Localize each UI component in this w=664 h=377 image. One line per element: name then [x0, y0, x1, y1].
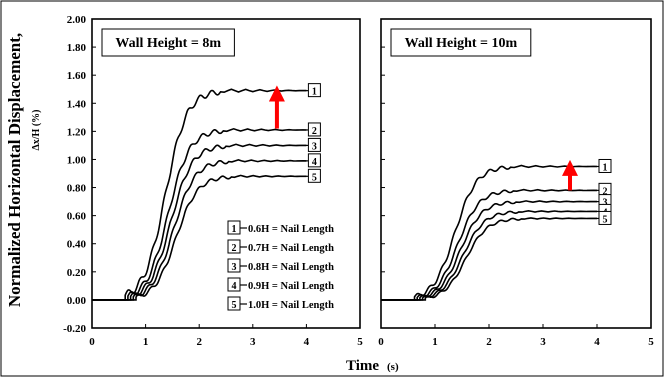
panel-title-box: Wall Height = 8m	[101, 28, 235, 57]
y-tick-label: 1.00	[67, 154, 87, 166]
y-tick-label: 0.80	[67, 183, 87, 195]
legend-number: 2	[232, 243, 237, 254]
series-line-1	[92, 88, 307, 301]
x-tick-label: 5	[357, 336, 363, 348]
series-end-number: 3	[603, 198, 608, 209]
panel-title-box: Wall Height = 10m	[390, 28, 532, 57]
plot-frame	[91, 18, 361, 329]
series-end-label-2: 2	[296, 122, 321, 137]
series-line-5	[92, 174, 307, 301]
x-axis-title: Time	[346, 358, 379, 374]
x-tick-label: 3	[540, 336, 546, 348]
series-end-number: 1	[603, 162, 608, 173]
x-tick-label: 1	[432, 336, 438, 348]
legend-text: 0.7H = Nail Length	[248, 243, 334, 254]
series-end-label-1: 1	[587, 158, 612, 173]
legend-number: 4	[232, 281, 237, 292]
y-axis-unit: Δx/H (%)	[31, 110, 42, 151]
legend-number: 3	[232, 262, 237, 273]
y-tick-label: 1.80	[67, 42, 87, 54]
series-line-3	[381, 200, 597, 301]
series-end-label-4: 4	[296, 153, 321, 168]
series-end-number: 1	[312, 87, 317, 98]
y-tick-label: 1.60	[67, 70, 87, 82]
x-tick-label: 4	[594, 336, 600, 348]
series-line-3	[92, 143, 307, 301]
y-axis-title: Normalized Horizontal Displacement,	[5, 33, 24, 307]
x-tick-label: 2	[196, 336, 202, 348]
series-line-2	[92, 127, 307, 301]
x-tick-label: 0	[378, 336, 384, 348]
series-end-label-5: 5	[296, 168, 321, 183]
y-tick-label: 0.00	[67, 295, 87, 307]
series-end-number: 5	[603, 214, 608, 225]
x-tick-label: 1	[143, 336, 149, 348]
legend-text: 0.9H = Nail Length	[248, 281, 334, 292]
series-line-4	[92, 159, 307, 301]
series-end-number: 3	[312, 141, 317, 152]
series-end-number: 2	[603, 186, 608, 197]
series-line-1	[381, 164, 598, 301]
series-end-label-1: 1	[296, 83, 321, 98]
x-tick-label: 0	[89, 336, 95, 348]
panel-wall-8m: -0.20 0.00 0.20 0.40 0.60 0.80 1.00 1.20 1.40 1.6…	[63, 14, 363, 348]
series-line-4	[381, 209, 597, 301]
x-tick-label: 4	[304, 336, 310, 348]
y-tick-label: 0.40	[67, 239, 87, 251]
y-tick-label: 0.60	[67, 211, 87, 223]
y-tick-label: 2.00	[67, 14, 87, 26]
series-line-5	[381, 217, 597, 301]
series-end-number: 2	[312, 126, 317, 137]
x-tick-label: 3	[250, 336, 256, 348]
series-end-number: 4	[312, 157, 317, 168]
series-end-number: 5	[312, 172, 317, 183]
series-end-label-3: 3	[296, 137, 321, 152]
x-axis-unit: (s)	[387, 361, 399, 373]
legend-entry-3: 3 0.8H = Nail Length	[227, 258, 334, 273]
plot-frame	[380, 18, 652, 329]
legend-entry-1: 1 0.6H = Nail Length	[227, 220, 334, 235]
legend-entry-4: 4 0.9H = Nail Length	[227, 277, 334, 292]
legend-text: 0.8H = Nail Length	[248, 262, 334, 273]
y-tick-label: 0.20	[67, 267, 87, 279]
legend-entry-5: 5 1.0H = Nail Length	[227, 296, 334, 311]
x-tick-label: 5	[648, 336, 654, 348]
x-tick-label: 2	[486, 336, 492, 348]
y-tick-label: 1.40	[67, 98, 87, 110]
panel-title: Wall Height = 8m	[115, 36, 221, 51]
legend-entry-2: 2 0.7H = Nail Length	[227, 239, 334, 254]
legend-text: 0.6H = Nail Length	[248, 224, 334, 235]
series-line-2	[381, 188, 598, 301]
legend: 1 0.6H = Nail Length 2 0.7H = Nail Length 3 0…	[227, 220, 334, 311]
y-tick-label: -0.20	[63, 323, 86, 335]
legend-text: 1.0H = Nail Length	[248, 300, 334, 311]
panel-title: Wall Height = 10m	[405, 36, 518, 51]
y-tick-label: 1.20	[67, 126, 87, 138]
legend-number: 1	[232, 224, 237, 235]
series-end-label-5: 5	[587, 210, 612, 225]
legend-number: 5	[232, 300, 237, 311]
